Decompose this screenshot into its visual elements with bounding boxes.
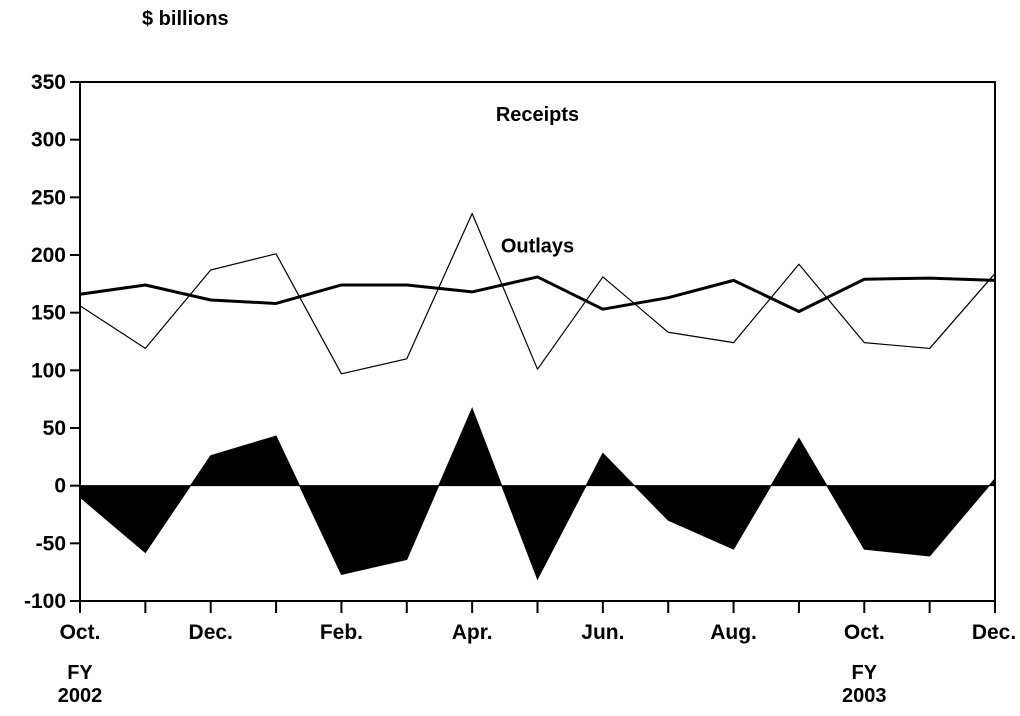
- x-tick-label: Dec.: [189, 621, 233, 644]
- x-tick-label: Dec.: [972, 621, 1016, 644]
- balance-area: [79, 407, 996, 581]
- fiscal-year-label: FY: [67, 662, 93, 684]
- outlays-annotation: Outlays: [501, 236, 574, 258]
- y-tick-label: -100: [24, 590, 66, 613]
- receipts-annotation: Receipts: [496, 104, 579, 126]
- x-tick-label: Jun.: [581, 621, 624, 644]
- y-tick-label: 200: [31, 244, 66, 267]
- series-lines-layer: [79, 212, 996, 375]
- y-tick-label: 350: [31, 71, 66, 94]
- axes-layer: -100 -50 0 50 100 150 200 250 300 350 Oct. Dec. Feb.…: [24, 71, 1016, 644]
- x-tick-label: Feb.: [320, 621, 363, 644]
- fiscal-year-label: FY: [852, 662, 878, 684]
- fiscal-year-value: 2003: [842, 685, 887, 707]
- x-tick-label: Oct.: [60, 621, 101, 644]
- y-tick-label: 0: [54, 475, 66, 498]
- y-tick-label: 150: [31, 302, 66, 325]
- x-tick-label: Oct.: [844, 621, 885, 644]
- y-axis-unit-label: $ billions: [142, 8, 229, 30]
- y-tick-label: 250: [31, 186, 66, 209]
- balance-area-layer: [79, 407, 996, 581]
- outlays-line: [79, 275, 996, 314]
- y-tick-label: 300: [31, 129, 66, 152]
- x-tick-label: Apr.: [452, 621, 493, 644]
- fiscal-year-value: 2002: [58, 685, 103, 707]
- x-tick-label: Aug.: [710, 621, 757, 644]
- y-tick-label: -50: [36, 532, 66, 555]
- y-tick-label: 100: [31, 359, 66, 382]
- y-tick-label: 50: [43, 417, 66, 440]
